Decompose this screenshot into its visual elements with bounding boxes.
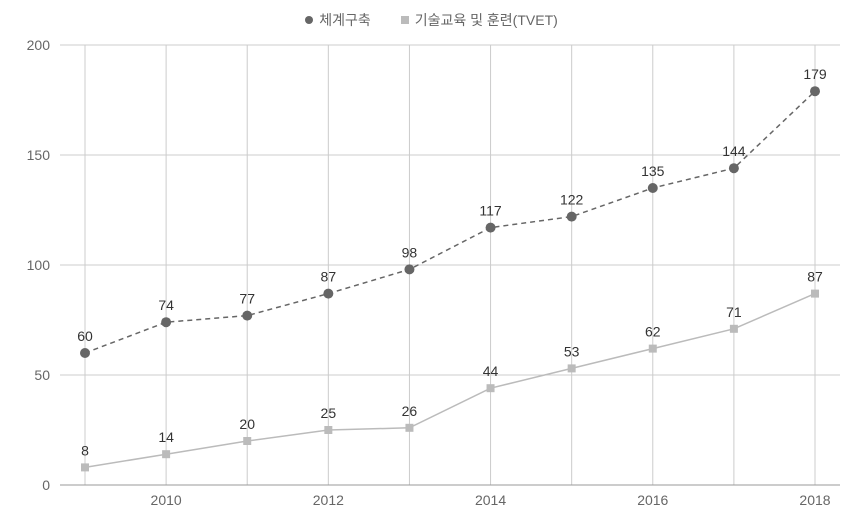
data-point-circle-icon — [80, 348, 90, 358]
data-label: 25 — [321, 405, 337, 421]
data-point-circle-icon — [404, 264, 414, 274]
y-tick-label: 0 — [42, 477, 50, 493]
chart-svg: 0501001502002010201220142016201860747787… — [60, 45, 840, 485]
data-label: 117 — [479, 203, 502, 219]
data-label: 74 — [158, 297, 174, 313]
x-tick-label: 2014 — [475, 492, 506, 508]
legend-item-series1: 체계구축 — [305, 10, 371, 30]
x-tick-label: 2010 — [151, 492, 182, 508]
x-tick-label: 2016 — [637, 492, 668, 508]
data-label: 60 — [77, 328, 93, 344]
chart-legend: 체계구축 기술교육 및 훈련(TVET) — [0, 0, 863, 35]
data-label: 62 — [645, 324, 661, 340]
legend-label-series1: 체계구축 — [319, 10, 371, 30]
data-label: 26 — [402, 403, 418, 419]
y-tick-label: 100 — [27, 257, 51, 273]
data-label: 71 — [726, 304, 742, 320]
data-point-square-icon — [811, 290, 819, 298]
data-point-circle-icon — [810, 86, 820, 96]
x-tick-label: 2012 — [313, 492, 344, 508]
data-point-circle-icon — [161, 317, 171, 327]
data-point-square-icon — [487, 384, 495, 392]
data-point-square-icon — [324, 426, 332, 434]
data-point-circle-icon — [567, 212, 577, 222]
data-label: 44 — [483, 363, 499, 379]
plot-area: 0501001502002010201220142016201860747787… — [60, 45, 840, 485]
data-label: 8 — [81, 442, 89, 458]
data-point-square-icon — [81, 463, 89, 471]
data-label: 179 — [803, 66, 827, 82]
data-point-square-icon — [649, 345, 657, 353]
legend-label-series2: 기술교육 및 훈련(TVET) — [415, 10, 558, 30]
legend-marker-square-icon — [401, 16, 409, 24]
data-label: 14 — [158, 429, 174, 445]
legend-item-series2: 기술교육 및 훈련(TVET) — [401, 10, 558, 30]
data-label: 77 — [239, 291, 255, 307]
data-point-square-icon — [243, 437, 251, 445]
series-line — [85, 91, 815, 353]
data-point-circle-icon — [729, 163, 739, 173]
data-label: 135 — [641, 163, 665, 179]
data-label: 144 — [722, 143, 746, 159]
data-point-square-icon — [162, 450, 170, 458]
x-tick-label: 2018 — [799, 492, 830, 508]
data-label: 87 — [807, 269, 823, 285]
legend-marker-circle-icon — [305, 16, 313, 24]
data-label: 20 — [239, 416, 255, 432]
chart-container: 체계구축 기술교육 및 훈련(TVET) 0501001502002010201… — [0, 0, 863, 523]
data-point-circle-icon — [648, 183, 658, 193]
data-label: 87 — [321, 269, 337, 285]
y-tick-label: 150 — [27, 147, 51, 163]
data-point-square-icon — [568, 364, 576, 372]
data-point-circle-icon — [323, 289, 333, 299]
data-label: 98 — [402, 244, 418, 260]
data-point-square-icon — [730, 325, 738, 333]
y-tick-label: 200 — [27, 37, 51, 53]
data-point-square-icon — [405, 424, 413, 432]
y-tick-label: 50 — [34, 367, 50, 383]
data-label: 122 — [560, 192, 584, 208]
data-point-circle-icon — [486, 223, 496, 233]
series-line — [85, 294, 815, 468]
data-label: 53 — [564, 343, 580, 359]
data-point-circle-icon — [242, 311, 252, 321]
